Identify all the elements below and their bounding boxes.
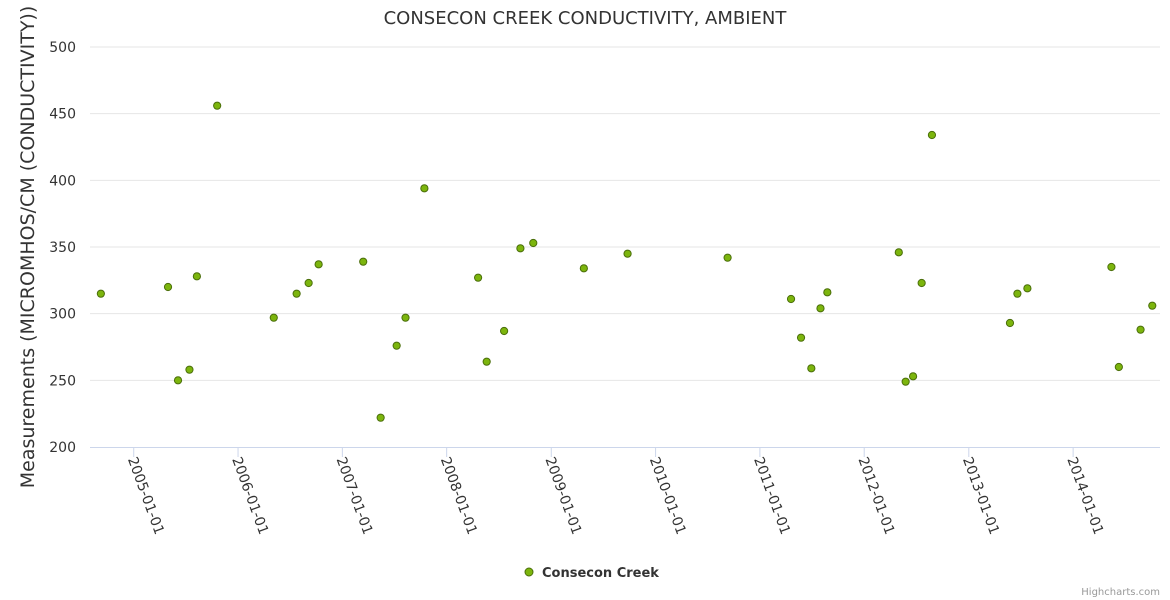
data-point[interactable] <box>314 260 323 269</box>
data-point[interactable] <box>359 257 368 266</box>
data-point[interactable] <box>807 364 816 373</box>
x-tick-label: 2005-01-01 <box>124 455 167 537</box>
y-axis-title: Measurements (MICROMHOS/CM (CONDUCTIVITY… <box>17 6 39 489</box>
data-point[interactable] <box>173 376 183 385</box>
y-tick-label: 300 <box>49 307 76 323</box>
data-point[interactable] <box>213 101 222 110</box>
data-point[interactable] <box>1148 301 1157 310</box>
data-point[interactable] <box>927 130 937 140</box>
data-points <box>96 101 1157 422</box>
data-point[interactable] <box>500 326 509 336</box>
y-tick-label: 250 <box>49 373 76 389</box>
data-point[interactable] <box>1013 289 1022 298</box>
data-point[interactable] <box>723 253 732 262</box>
y-axis-ticks: 200 250 300 350 400 450 500 <box>49 40 76 456</box>
data-point[interactable] <box>1023 284 1032 293</box>
x-tick-label: 2014-01-01 <box>1063 455 1106 537</box>
data-point[interactable] <box>516 244 525 253</box>
grid-lines <box>90 46 1160 381</box>
data-point[interactable] <box>1114 362 1123 372</box>
y-tick-label: 200 <box>49 440 76 456</box>
data-point[interactable] <box>917 278 926 288</box>
data-point[interactable] <box>482 357 491 366</box>
data-point[interactable] <box>1107 262 1116 272</box>
x-tick-label: 2012-01-01 <box>854 455 897 537</box>
data-point[interactable] <box>163 282 173 292</box>
y-tick-label: 450 <box>49 107 76 123</box>
data-point[interactable] <box>786 294 796 304</box>
credits-link[interactable]: Highcharts.com <box>1081 587 1160 598</box>
data-point[interactable] <box>292 289 301 298</box>
legend-marker-icon[interactable] <box>524 567 534 577</box>
data-point[interactable] <box>816 304 825 313</box>
data-point[interactable] <box>401 313 410 322</box>
y-tick-label: 500 <box>49 40 76 56</box>
x-tick-label: 2006-01-01 <box>228 455 271 537</box>
data-point[interactable] <box>392 341 401 350</box>
legend[interactable]: Consecon Creek <box>524 566 659 581</box>
data-point[interactable] <box>529 238 538 248</box>
data-point[interactable] <box>304 278 313 288</box>
y-tick-label: 350 <box>49 240 76 256</box>
data-point[interactable] <box>908 372 918 381</box>
data-point[interactable] <box>579 264 588 273</box>
data-point[interactable] <box>192 272 201 281</box>
x-tick-label: 2013-01-01 <box>959 455 1002 537</box>
legend-item-consecon-creek[interactable]: Consecon Creek <box>542 566 659 581</box>
data-point[interactable] <box>1005 318 1015 328</box>
x-axis-ticks: 2005-01-01 2006-01-01 2007-01-01 2008-01-01… <box>124 447 1106 537</box>
data-point[interactable] <box>901 377 910 386</box>
x-tick-label: 2011-01-01 <box>750 455 793 537</box>
data-point[interactable] <box>623 249 632 258</box>
data-point[interactable] <box>1136 325 1145 334</box>
data-point[interactable] <box>376 413 385 422</box>
data-point[interactable] <box>474 273 483 282</box>
data-point[interactable] <box>823 288 832 297</box>
x-tick-label: 2008-01-01 <box>437 455 480 537</box>
data-point[interactable] <box>420 184 429 193</box>
data-point[interactable] <box>269 313 278 322</box>
x-tick-label: 2010-01-01 <box>646 455 689 537</box>
data-point[interactable] <box>894 248 903 257</box>
data-point[interactable] <box>796 333 806 342</box>
chart-title: CONSECON CREEK CONDUCTIVITY, AMBIENT <box>384 8 788 29</box>
x-tick-label: 2007-01-01 <box>333 455 376 537</box>
x-tick-label: 2009-01-01 <box>542 455 585 537</box>
y-tick-label: 400 <box>49 173 76 189</box>
data-point[interactable] <box>96 289 105 298</box>
data-point[interactable] <box>185 365 194 374</box>
